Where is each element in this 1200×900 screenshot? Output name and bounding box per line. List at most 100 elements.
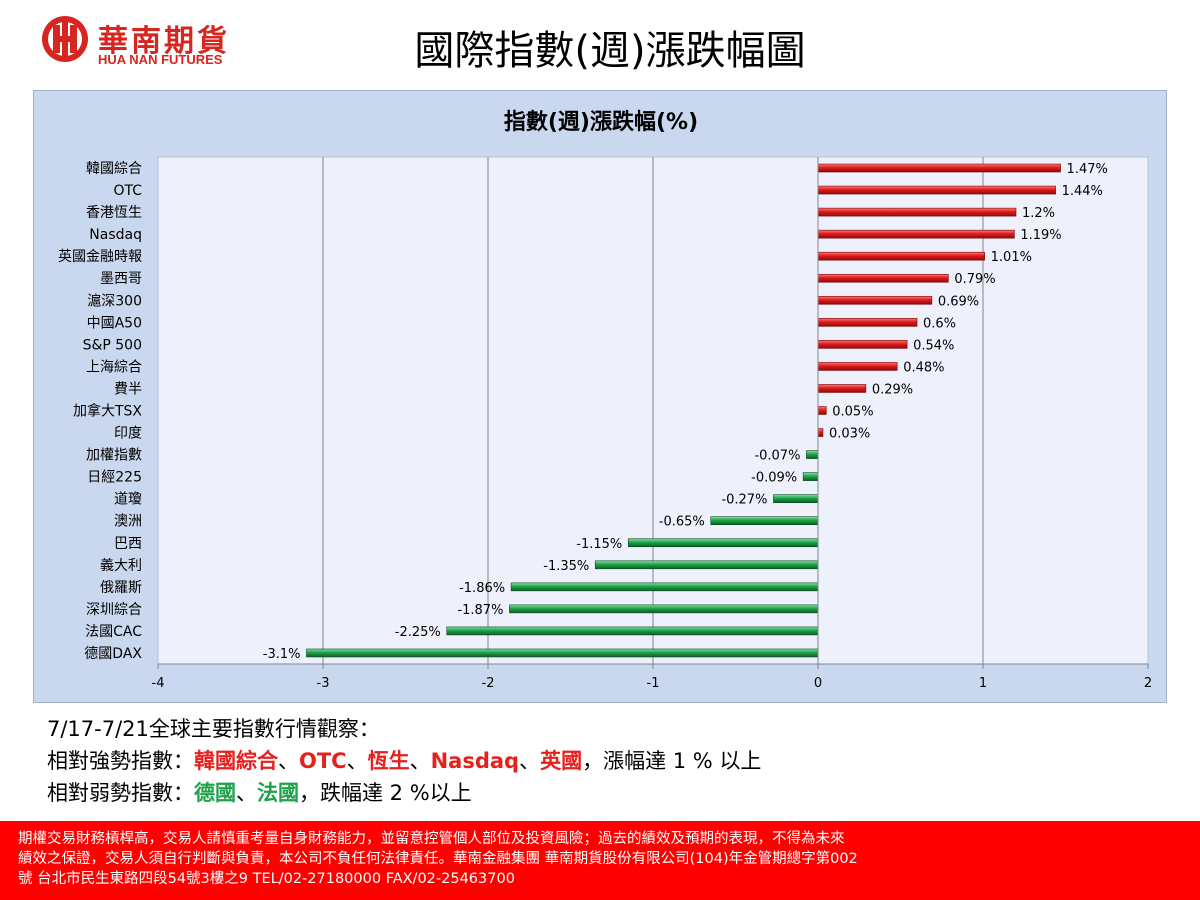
data-label: 0.69% [938, 294, 979, 309]
category-label: 深圳綜合 [86, 602, 142, 618]
separator: 、 [346, 749, 368, 773]
data-bar [773, 494, 819, 503]
data-bar [817, 406, 827, 415]
separator: 、 [236, 781, 257, 805]
data-label: -3.1% [263, 647, 301, 662]
data-label: -1.86% [459, 581, 505, 596]
weak-suffix: ，跌幅達 2 %以上 [299, 781, 472, 805]
company-logo: 華南期貨 HUA NAN FUTURES [40, 14, 270, 70]
category-label: 巴西 [114, 536, 142, 552]
data-bar [817, 428, 824, 437]
category-label: 德國DAX [84, 646, 142, 662]
data-label: -1.15% [576, 537, 622, 552]
data-label: 1.01% [991, 250, 1032, 265]
data-bar [817, 229, 1015, 239]
category-label: 英國金融時報 [58, 248, 142, 265]
category-label: Nasdaq [89, 227, 142, 243]
weak-indices-line: 相對弱勢指數：德國、法國，跌幅達 2 %以上 [47, 777, 761, 809]
category-label: 法國CAC [85, 624, 142, 640]
data-label: 0.03% [829, 427, 870, 442]
data-bar [817, 251, 985, 261]
x-tick-label: -3 [317, 676, 330, 691]
strong-index: 韓國綜合 [194, 749, 278, 773]
category-label: 費半 [114, 381, 142, 397]
data-label: -0.07% [754, 449, 800, 464]
data-bar [817, 185, 1056, 195]
weak-index: 法國 [257, 781, 299, 805]
strong-prefix: 相對強勢指數： [47, 749, 194, 773]
data-bar [802, 472, 819, 481]
market-observation: 7/17-7/21全球主要指數行情觀察： 相對強勢指數：韓國綜合、OTC、恆生、… [47, 713, 761, 809]
data-bar [594, 560, 819, 570]
x-tick-label: -2 [482, 676, 495, 691]
category-label: 日經225 [87, 470, 142, 486]
data-bar [817, 384, 867, 393]
data-bar [627, 538, 819, 548]
weak-prefix: 相對弱勢指數： [47, 781, 194, 805]
data-label: 0.48% [903, 360, 944, 375]
category-label: 俄羅斯 [100, 580, 142, 596]
category-label: 澳洲 [114, 514, 142, 530]
data-bar [817, 362, 898, 371]
strong-indices-line: 相對強勢指數：韓國綜合、OTC、恆生、Nasdaq、英國，漲幅達 1 % 以上 [47, 745, 761, 777]
logo-mark-icon [42, 16, 88, 62]
data-label: 0.6% [923, 316, 956, 331]
data-label: -1.87% [457, 603, 503, 618]
data-label: 0.05% [832, 405, 873, 420]
data-label: -2.25% [395, 625, 441, 640]
x-tick-label: 0 [814, 676, 822, 691]
data-bar [817, 163, 1061, 173]
disclaimer-line: 期權交易財務槓桿高，交易人請慎重考量自身財務能力，並留意控管個人部位及投資風險；… [18, 831, 845, 847]
category-label: 加權指數 [86, 448, 142, 464]
data-bar [806, 450, 819, 459]
logo-text-cn: 華南期貨 [98, 24, 230, 59]
disclaimer-line: 績效之保證，交易人須自行判斷與負責，本公司不負任何法律責任。華南金融集團 華南期… [18, 851, 858, 867]
chart-frame: 指數(週)漲跌幅(%) -4 -3 -2 -1 0 1 2 1.47% 韓國綜合 1.44% OTC… [33, 90, 1167, 703]
category-label: OTC [113, 183, 142, 199]
category-label: 滬深300 [87, 292, 142, 309]
data-label: -0.09% [751, 471, 797, 486]
x-tick-label: -1 [647, 676, 660, 691]
data-bar [446, 626, 819, 636]
observation-heading: 7/17-7/21全球主要指數行情觀察： [47, 717, 380, 741]
data-label: 1.2% [1022, 206, 1055, 221]
separator: 、 [278, 749, 299, 773]
category-label: 香港恆生 [86, 205, 142, 221]
category-label: 墨西哥 [100, 271, 142, 287]
logo-text-en: HUA NAN FUTURES [98, 52, 223, 67]
data-bar [817, 340, 908, 349]
data-bar [817, 207, 1017, 217]
data-label: -1.35% [543, 559, 589, 574]
data-label: 0.54% [913, 338, 954, 353]
x-tick-label: 2 [1144, 676, 1152, 691]
data-label: 1.19% [1020, 228, 1061, 243]
category-label: 印度 [114, 426, 142, 442]
x-tick-label: -4 [152, 676, 165, 691]
data-label: -0.65% [659, 515, 705, 530]
category-label: 韓國綜合 [86, 161, 142, 177]
strong-index: 恆生 [367, 749, 410, 773]
data-bar [306, 648, 819, 658]
page-title: 國際指數(週)漲跌幅圖 [414, 28, 806, 74]
category-label: 中國A50 [87, 315, 142, 331]
strong-index: OTC [299, 749, 347, 773]
data-label: -0.27% [721, 493, 767, 508]
category-label: 道瓊 [114, 492, 142, 508]
category-label: 義大利 [100, 557, 142, 574]
data-label: 1.47% [1067, 162, 1108, 177]
strong-suffix: ，漲幅達 1 % 以上 [582, 749, 762, 773]
category-label: S&P 500 [83, 337, 142, 353]
chart-title: 指數(週)漲跌幅(%) [504, 110, 698, 135]
separator: 、 [409, 749, 431, 773]
data-bar [509, 604, 819, 614]
category-label: 上海綜合 [86, 359, 142, 375]
strong-index: 英國 [540, 749, 583, 773]
data-label: 1.44% [1062, 184, 1103, 199]
data-bar [817, 318, 918, 327]
data-bar [510, 582, 819, 592]
weak-index: 德國 [194, 781, 236, 805]
data-bar [817, 295, 933, 305]
separator: 、 [519, 749, 541, 773]
x-tick-label: 1 [979, 676, 987, 691]
data-bar [710, 516, 819, 526]
